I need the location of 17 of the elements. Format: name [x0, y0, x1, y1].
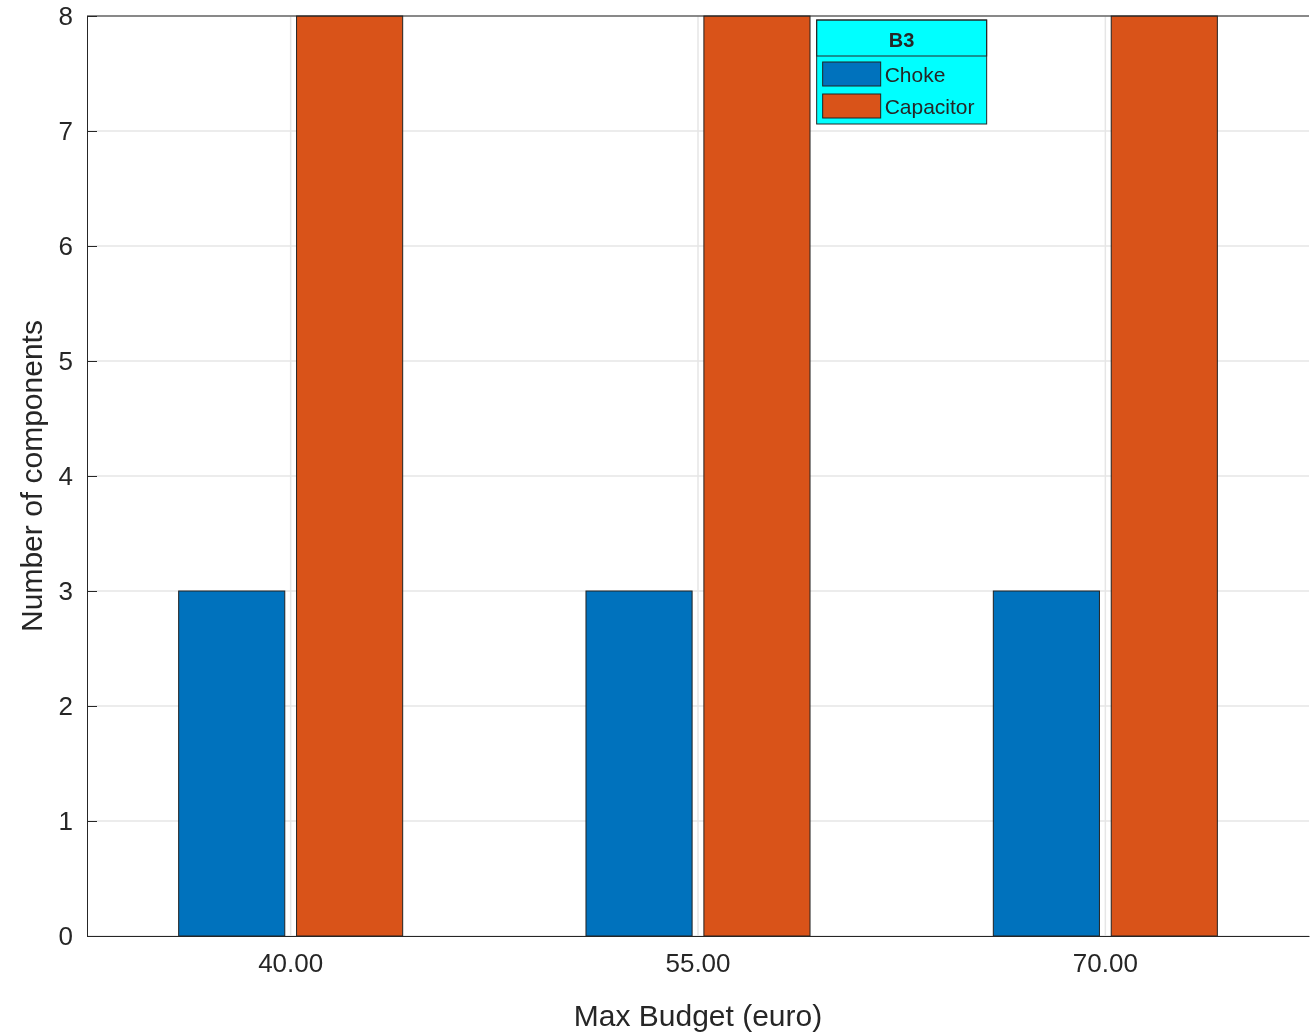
y-tick-label: 5: [58, 345, 73, 376]
y-tick-label: 2: [58, 690, 73, 721]
y-tick-label: 4: [58, 460, 73, 491]
y-tick-label: 0: [58, 920, 73, 951]
y-tick-label: 1: [58, 805, 73, 836]
x-tick-label: 40.00: [258, 948, 324, 979]
y-tick-label: 7: [58, 115, 73, 146]
legend-title: B3: [888, 29, 915, 51]
y-tick-label: 8: [58, 0, 73, 31]
y-tick-label: 6: [58, 230, 73, 261]
legend-label: Capacitor: [884, 95, 975, 118]
x-tick-label: 55.00: [665, 948, 731, 979]
x-axis-title: Max Budget (euro): [573, 999, 823, 1032]
legend-label: Choke: [884, 63, 946, 86]
y-axis-title: Number of components: [15, 320, 48, 632]
x-tick-label: 70.00: [1072, 948, 1138, 979]
y-tick-label: 3: [58, 575, 73, 606]
